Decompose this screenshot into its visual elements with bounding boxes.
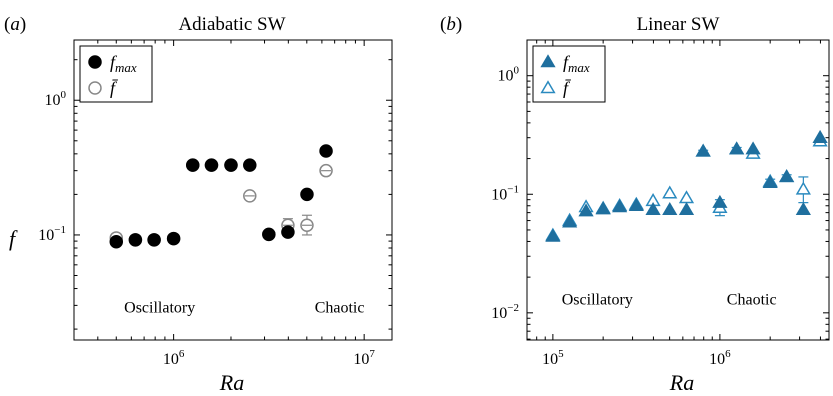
- panel-b-label: (b): [440, 14, 462, 35]
- legend: fmax f̄: [79, 45, 153, 103]
- panel-b-xlabel: Ra: [669, 370, 694, 395]
- y-tick-label: 100: [498, 65, 520, 85]
- legend-label: fmax: [563, 52, 590, 75]
- plot-area-a: 106 107 10−1 100 Oscillatory Chaotic fmax f̄: [38, 39, 393, 368]
- data-point: [562, 214, 578, 228]
- legend-marker: [88, 55, 102, 69]
- series-f-bar: [109, 158, 333, 247]
- data-point: [729, 141, 745, 155]
- y-tick-label: 10−1: [491, 183, 519, 203]
- data-point: [645, 201, 661, 216]
- legend-marker: [540, 54, 556, 68]
- data-point: [147, 233, 161, 247]
- data-point: [262, 227, 276, 242]
- data-point: [224, 158, 238, 172]
- legend-label: f̄: [110, 78, 119, 98]
- legend-marker: [88, 81, 102, 95]
- x-tick-label: 107: [353, 348, 375, 368]
- data-point: [795, 201, 811, 216]
- data-point: [779, 169, 795, 183]
- data-point: [204, 158, 219, 172]
- panel-a-ylabel: f: [9, 226, 18, 251]
- data-point: [628, 197, 644, 212]
- data-point: [281, 225, 295, 239]
- legend-marker: [540, 80, 556, 94]
- data-point: [243, 158, 257, 172]
- panel-a-xlabel: Ra: [219, 370, 244, 395]
- x-tick-label: 106: [709, 348, 731, 368]
- legend-label: f̄: [563, 78, 572, 98]
- legend: fmax f̄: [532, 45, 606, 103]
- data-point: [319, 144, 333, 158]
- data-point: [745, 141, 761, 155]
- data-point: [662, 201, 678, 216]
- data-point: [612, 199, 628, 213]
- data-point: [578, 203, 594, 217]
- data-point: [695, 143, 711, 157]
- x-tick-label: 105: [542, 348, 564, 368]
- data-point: [812, 129, 828, 143]
- panel-b: (b) Linear SW Ra: [440, 14, 719, 395]
- data-point: [545, 228, 561, 242]
- legend-label: fmax: [110, 52, 137, 75]
- data-point: [595, 201, 611, 215]
- series-f-max: [109, 144, 333, 249]
- y-tick-label: 100: [45, 89, 67, 109]
- data-point: [712, 194, 728, 208]
- data-point: [662, 185, 678, 199]
- series-f-bar: [545, 133, 828, 241]
- data-point: [762, 174, 778, 189]
- x-tick-label: 106: [163, 348, 185, 368]
- annotation-label: Oscillatory: [562, 291, 633, 308]
- annotation-label: Chaotic: [315, 300, 365, 317]
- data-point: [678, 190, 695, 204]
- annotation-label: Oscillatory: [124, 300, 195, 317]
- panel-b-title: Linear SW: [637, 14, 720, 35]
- annotation-label: Chaotic: [727, 291, 777, 308]
- panel-a: (a) Adiabatic SW f Ra: [4, 14, 286, 395]
- panel-a-title: Adiabatic SW: [178, 14, 285, 35]
- data-point: [300, 187, 314, 202]
- data-point: [795, 181, 811, 195]
- plot-frame: [73, 39, 393, 341]
- data-point: [185, 158, 200, 172]
- series-f-max: [545, 129, 828, 242]
- y-tick-label: 10−1: [38, 224, 66, 244]
- data-point: [678, 201, 695, 216]
- plot-frame: [526, 39, 830, 341]
- data-point: [166, 231, 181, 246]
- y-tick-label: 10−2: [491, 302, 519, 322]
- data-point: [128, 233, 143, 247]
- data-point: [109, 235, 124, 249]
- panel-a-label: (a): [4, 14, 26, 35]
